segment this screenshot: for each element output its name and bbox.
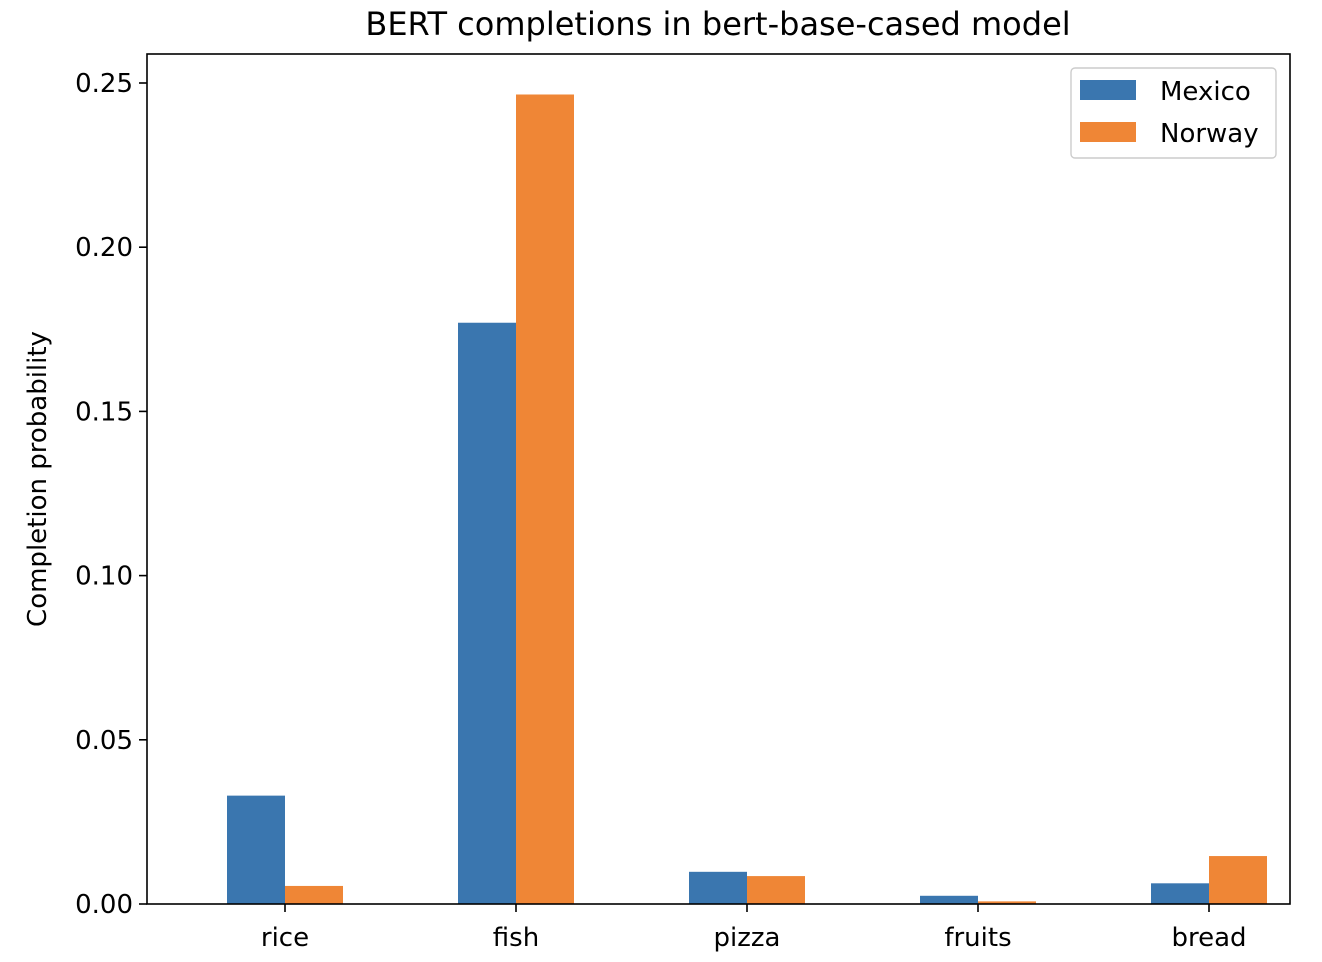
x-axis-ticks: rice fish pizza fruits bread	[261, 904, 1247, 953]
bar-mexico-bread	[1151, 883, 1209, 904]
plot-frame	[146, 53, 1291, 905]
bar-mexico-rice	[227, 795, 285, 904]
bar-mexico-fruits	[920, 895, 978, 904]
bar-norway-fish	[516, 94, 574, 904]
y-tick-label: 0.05	[75, 726, 133, 756]
x-tick-label-fruits: fruits	[944, 923, 1011, 953]
bar-mexico-pizza	[689, 871, 747, 904]
y-axis-ticks: 0.00 0.05 0.10 0.15 0.20 0.25	[75, 69, 147, 920]
x-tick-label-fish: fish	[493, 923, 539, 953]
bar-norway-bread	[1209, 856, 1267, 904]
bar-norway-fruits	[978, 901, 1036, 904]
chart-title: BERT completions in bert-base-cased mode…	[365, 5, 1070, 43]
legend-swatch-mexico	[1080, 80, 1136, 100]
x-tick-label-rice: rice	[261, 923, 309, 953]
legend: Mexico Norway	[1070, 67, 1277, 159]
bar-norway-rice	[285, 885, 343, 904]
bars-group	[227, 94, 1267, 904]
y-tick-label: 0.15	[75, 397, 133, 427]
x-tick-label-bread: bread	[1171, 923, 1246, 953]
y-tick-label: 0.25	[75, 69, 133, 99]
y-tick-label: 0.00	[75, 890, 133, 920]
y-tick-label: 0.20	[75, 233, 133, 263]
legend-label-mexico: Mexico	[1160, 77, 1251, 107]
legend-swatch-norway	[1080, 122, 1136, 142]
y-axis-label: Completion probability	[23, 331, 53, 627]
y-tick-label: 0.10	[75, 562, 133, 592]
legend-label-norway: Norway	[1160, 119, 1259, 149]
x-tick-label-pizza: pizza	[714, 923, 781, 953]
bar-norway-pizza	[747, 876, 805, 904]
bar-mexico-fish	[458, 322, 516, 904]
